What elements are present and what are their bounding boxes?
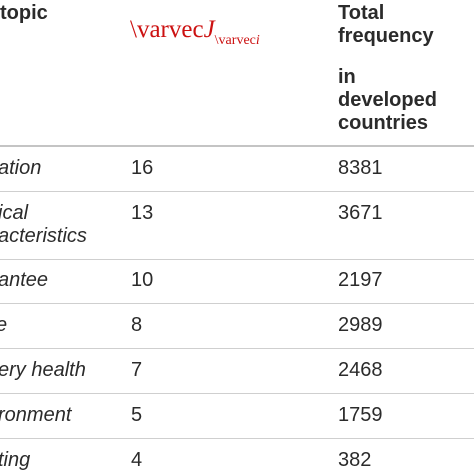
- topic-text: ting: [0, 449, 31, 471]
- header-j-formula: \varvecJ\varveci: [130, 16, 260, 48]
- j-cell: 16: [131, 157, 154, 179]
- j-cell: 4: [131, 449, 143, 471]
- frequency-cell: 382: [338, 449, 372, 471]
- frequency-cell: 1759: [338, 404, 383, 426]
- topic-text: antee: [0, 269, 49, 291]
- frequency-cell: 2989: [338, 314, 383, 336]
- j-cell: 10: [131, 269, 154, 291]
- row-divider: [0, 191, 474, 192]
- j-cell: 8: [131, 314, 143, 336]
- header-j-variable: J: [203, 16, 215, 43]
- row-divider: [0, 438, 474, 439]
- header-freq-line: frequency: [338, 25, 434, 47]
- topic-text: ation: [0, 157, 42, 179]
- header-freq-line: countries: [338, 112, 429, 134]
- frequency-cell: 2468: [338, 359, 383, 381]
- row-divider: [0, 393, 474, 394]
- header-j-command: \varvec: [130, 16, 204, 43]
- row-divider: [0, 259, 474, 260]
- header-total-frequency: Total frequency in developed countries: [338, 2, 437, 135]
- j-cell: 5: [131, 404, 143, 426]
- topic-cell: antee: [0, 269, 48, 292]
- topic-text: ery health: [0, 359, 86, 381]
- topic-cell: ation: [0, 157, 41, 180]
- header-topic: topic: [0, 2, 48, 24]
- j-cell: 13: [131, 202, 154, 224]
- header-freq-line: Total: [338, 2, 385, 24]
- topic-cell: ting: [0, 449, 30, 472]
- topic-text: e: [0, 314, 7, 337]
- header-divider: [0, 145, 474, 147]
- frequency-cell: 2197: [338, 269, 383, 291]
- topic-cell: ical acteristics: [0, 202, 87, 248]
- topic-cell: e: [0, 314, 7, 337]
- topic-cell: ronment: [0, 404, 71, 427]
- frequency-cell: 3671: [338, 202, 383, 224]
- topic-text: acteristics: [0, 225, 87, 247]
- header-j-subscript: \varveci: [215, 33, 260, 48]
- topic-cell: ery health: [0, 359, 86, 382]
- j-cell: 7: [131, 359, 143, 381]
- topic-text: ronment: [0, 404, 72, 426]
- header-freq-line: in: [338, 66, 356, 88]
- row-divider: [0, 303, 474, 304]
- header-freq-line: developed: [338, 89, 437, 111]
- header-j-subscript-command: \varvec: [214, 33, 256, 48]
- frequency-cell: 8381: [338, 157, 383, 179]
- header-j-subscript-variable: i: [255, 33, 260, 48]
- topic-text: ical: [0, 202, 29, 224]
- row-divider: [0, 348, 474, 349]
